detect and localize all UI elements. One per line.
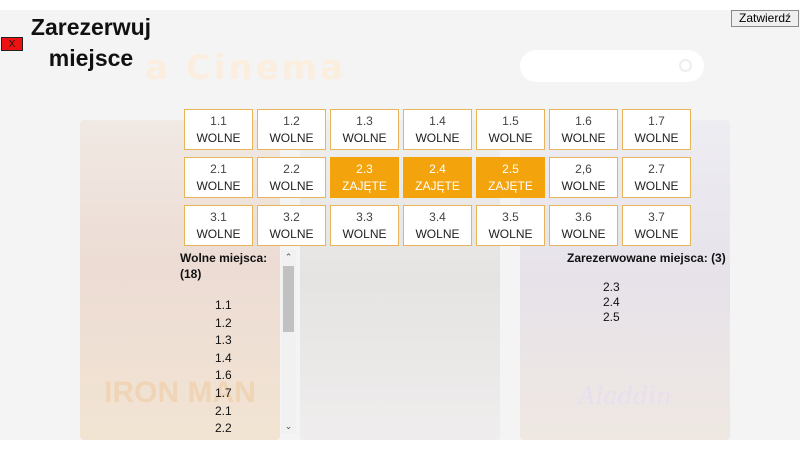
seat-number: 3.5 (502, 210, 519, 224)
seat-status: ZAJĘTE (488, 179, 533, 193)
seat-number: 1.3 (356, 114, 373, 128)
seat-2-7[interactable]: 2.7 WOLNE (622, 157, 691, 198)
free-seat-item: 2.2 (215, 421, 232, 436)
free-seat-item: 1.2 (215, 315, 232, 330)
seat-3-2[interactable]: 3.2 WOLNE (257, 205, 326, 246)
seat-number: 3.2 (283, 210, 300, 224)
seat-status: WOLNE (269, 131, 314, 145)
seat-number: 1.7 (648, 114, 665, 128)
seat-status: WOLNE (196, 227, 241, 241)
scrollbar-thumb[interactable] (283, 266, 294, 332)
poster-title: Aladdin (578, 382, 672, 410)
seat-1-5[interactable]: 1.5 WOLNE (476, 109, 545, 150)
seat-status: ZAJĘTE (342, 179, 387, 193)
seat-number: 3.6 (575, 210, 592, 224)
cinema-logo: a Cinema (145, 48, 347, 88)
seat-status: WOLNE (561, 227, 606, 241)
seat-3-7[interactable]: 3.7 WOLNE (622, 205, 691, 246)
seat-number: 3.7 (648, 210, 665, 224)
seat-number: 1.5 (502, 114, 519, 128)
seat-number: 2.3 (356, 162, 373, 176)
poster-title: IRON MAN (104, 376, 256, 409)
seat-number: 3.4 (429, 210, 446, 224)
seat-number: 2.5 (502, 162, 519, 176)
seat-3-4[interactable]: 3.4 WOLNE (403, 205, 472, 246)
free-seats-count: (18) (180, 267, 202, 281)
seat-status: WOLNE (342, 227, 387, 241)
free-seat-item: 1.4 (215, 350, 232, 365)
seat-number: 2.4 (429, 162, 446, 176)
seat-1-1[interactable]: 1.1 WOLNE (184, 109, 253, 150)
seat-1-4[interactable]: 1.4 WOLNE (403, 109, 472, 150)
seat-1-7[interactable]: 1.7 WOLNE (622, 109, 691, 150)
free-seats-title: Wolne miejsca: (180, 251, 268, 265)
reserved-seats-heading: Zarezerwowane miejsca: (3) (567, 251, 726, 265)
seat-2-2[interactable]: 2.2 WOLNE (257, 157, 326, 198)
seat-status: ZAJĘTE (415, 179, 460, 193)
seat-number: 1.4 (429, 114, 446, 128)
scroll-down-arrow-icon[interactable]: ⌄ (284, 421, 293, 431)
seat-1-3[interactable]: 1.3 WOLNE (330, 109, 399, 150)
seat-2-5[interactable]: 2.5 ZAJĘTE (476, 157, 545, 198)
seat-status: WOLNE (634, 179, 679, 193)
free-seats-scrollbar[interactable]: ⌃ ⌄ (281, 250, 296, 433)
seat-number: 3.1 (210, 210, 227, 224)
free-seat-item: 1.3 (215, 333, 232, 348)
close-button[interactable]: X (1, 37, 23, 51)
scroll-up-arrow-icon[interactable]: ⌃ (284, 252, 293, 262)
seat-number: 1.1 (210, 114, 227, 128)
seat-2-3[interactable]: 2.3 ZAJĘTE (330, 157, 399, 198)
seat-status: WOLNE (415, 131, 460, 145)
seat-status: WOLNE (269, 227, 314, 241)
seat-number: 2.2 (283, 162, 300, 176)
seat-3-5[interactable]: 3.5 WOLNE (476, 205, 545, 246)
seat-number: 1.6 (575, 114, 592, 128)
background-search-box (520, 50, 704, 82)
reserved-seat-item: 2.4 (603, 295, 620, 309)
reserved-seats-list: 2.3 2.4 2.5 (603, 280, 620, 325)
free-seats-heading: Wolne miejsca: (18) (180, 250, 280, 282)
seat-status: WOLNE (269, 179, 314, 193)
reserved-seat-item: 2.3 (603, 280, 620, 294)
confirm-button[interactable]: Zatwierdź (731, 10, 799, 27)
seat-number: 2,6 (575, 162, 592, 176)
seat-status: WOLNE (415, 227, 460, 241)
seat-1-2[interactable]: 1.2 WOLNE (257, 109, 326, 150)
seat-status: WOLNE (196, 131, 241, 145)
seat-grid: 1.1 WOLNE 1.2 WOLNE 1.3 WOLNE 1.4 WOLNE 1.5 WOLNE… (184, 109, 693, 246)
reserved-seat-item: 2.5 (603, 310, 620, 324)
seat-number: 2.1 (210, 162, 227, 176)
seat-number: 1.2 (283, 114, 300, 128)
page-title: Zarezerwuj miejsce (30, 14, 152, 71)
search-icon (679, 59, 692, 72)
seat-status: WOLNE (634, 227, 679, 241)
seat-2-4[interactable]: 2.4 ZAJĘTE (403, 157, 472, 198)
seat-3-3[interactable]: 3.3 WOLNE (330, 205, 399, 246)
seat-2-6[interactable]: 2,6 WOLNE (549, 157, 618, 198)
seat-status: WOLNE (561, 131, 606, 145)
free-seat-item: 1.6 (215, 368, 232, 383)
seat-number: 3.3 (356, 210, 373, 224)
seat-3-1[interactable]: 3.1 WOLNE (184, 205, 253, 246)
free-seat-item: 1.1 (215, 298, 232, 312)
seat-status: WOLNE (634, 131, 679, 145)
seat-status: WOLNE (196, 179, 241, 193)
free-seat-item: 1.7 (215, 385, 232, 400)
seat-2-1[interactable]: 2.1 WOLNE (184, 157, 253, 198)
seat-status: WOLNE (488, 131, 533, 145)
seat-status: WOLNE (342, 131, 387, 145)
seat-number: 2.7 (648, 162, 665, 176)
seat-status: WOLNE (488, 227, 533, 241)
seat-status: WOLNE (561, 179, 606, 193)
seat-3-6[interactable]: 3.6 WOLNE (549, 205, 618, 246)
free-seats-list: 1.1 1.2 1.3 1.4 1.6 1.7 2.1 2.2 (215, 297, 232, 438)
free-seat-item: 2.1 (215, 403, 232, 418)
seat-1-6[interactable]: 1.6 WOLNE (549, 109, 618, 150)
